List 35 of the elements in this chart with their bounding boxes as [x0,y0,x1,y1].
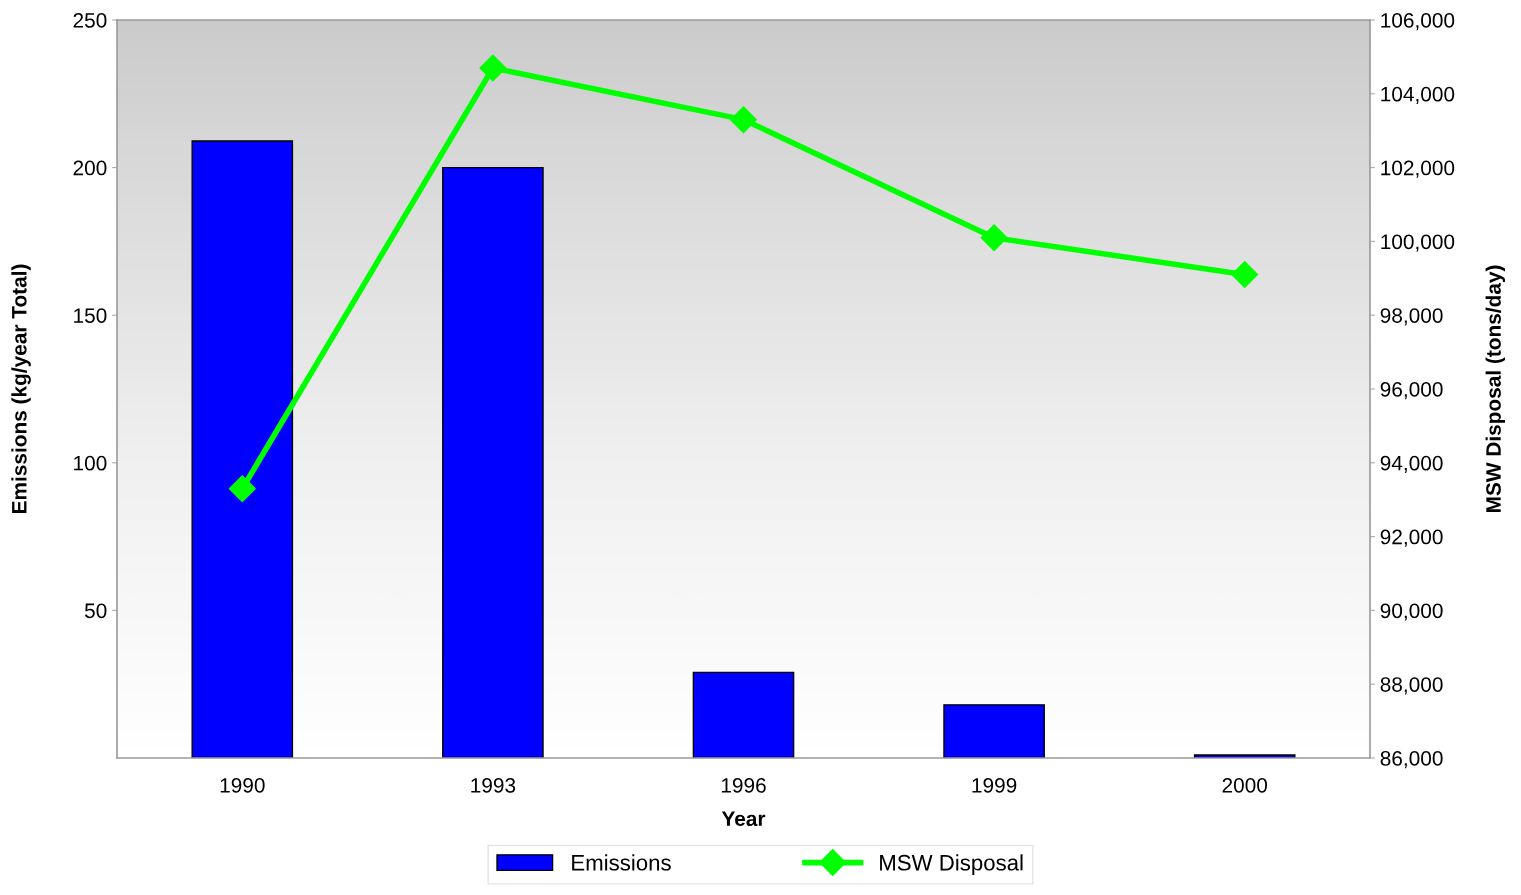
point [980,224,1008,252]
y2-tick-label: 106,000 [1381,13,1455,31]
point [228,475,256,503]
y-tick-label: 150 [74,308,107,323]
y2-tick-label: 94,000 [1380,455,1443,474]
y-tick-label: 250 [73,13,107,28]
y2-tick-label: 86,000 [1380,751,1443,769]
x-tick-label: 1990 [220,777,265,793]
point [1231,261,1259,289]
y2-tick-label: 98,000 [1380,308,1443,326]
y2-tick-label: 104,000 [1381,86,1455,105]
y2-tick-label: 88,000 [1380,677,1443,695]
bar [692,671,795,758]
x-axis-title: Year [721,811,766,827]
x-tick-label: 1996 [721,777,766,793]
point [730,106,757,134]
y2-axis-title: MSW Disposal (tons/day) [1485,265,1505,513]
y-tick-label: 200 [73,160,107,176]
x-tick-label: 1993 [471,777,516,793]
bar [191,140,294,758]
y2-tick-label: 96,000 [1380,382,1443,400]
y-tick-label: 50 [84,603,107,619]
bar [943,704,1045,758]
x-tick-label: 1999 [972,777,1017,793]
y-axis-title: Emissions (kg/year Total) [11,264,31,514]
x-tick-label: 2000 [1222,777,1268,793]
legend-label: MSW Disposal [880,854,1023,875]
y2-tick-label: 102,000 [1381,160,1455,178]
point [479,54,507,82]
y2-tick-label: 92,000 [1380,529,1443,547]
legend-label: Emissions [572,854,671,871]
y-tick-label: 100 [74,455,107,471]
y2-tick-label: 90,000 [1380,603,1443,621]
y2-tick-label: 100,000 [1381,234,1455,252]
bar [442,166,544,758]
